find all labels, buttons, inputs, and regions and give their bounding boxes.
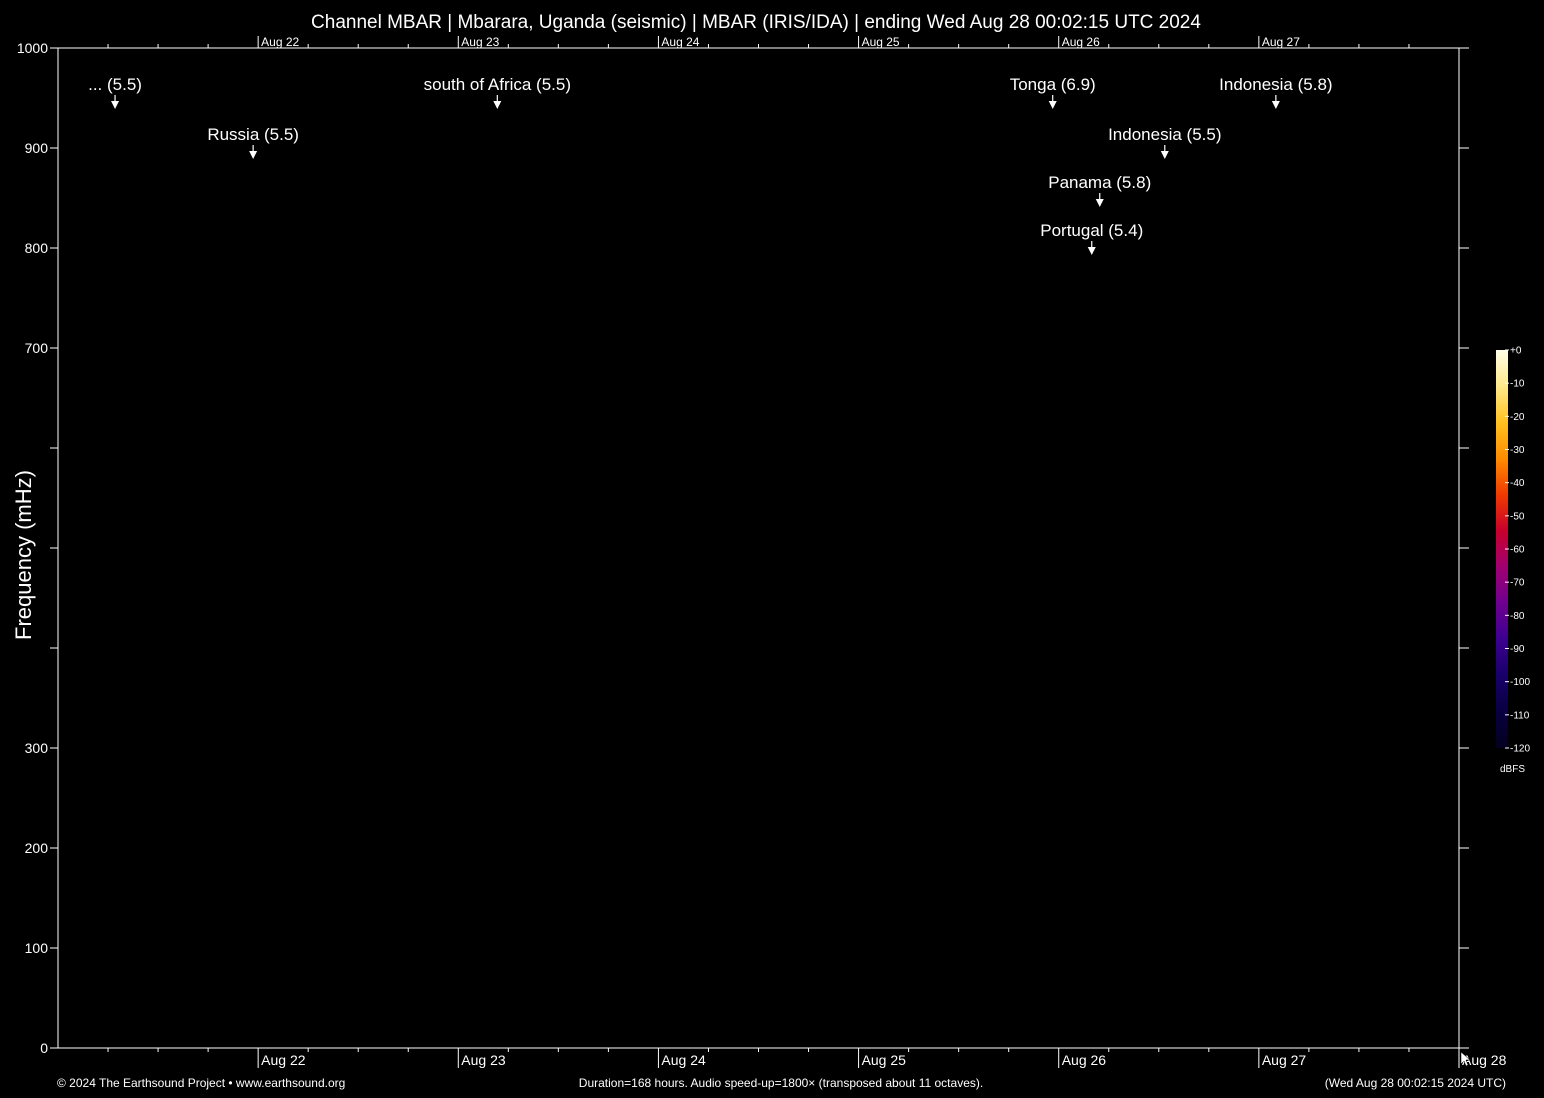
y-tick-label: 1000 [17, 40, 48, 56]
event-arrow-icon [1048, 101, 1057, 109]
colorbar: +0 -10 -20 -30 -40 -50 -60 -70 -80 -90 -100 -110 -12… [1496, 346, 1530, 775]
colorbar-tick-label: -70 [1510, 578, 1525, 589]
y-tick-label: 900 [25, 140, 49, 156]
event-label: south of Africa (5.5) [424, 75, 571, 94]
footer-timestamp: (Wed Aug 28 00:02:15 2024 UTC) [1325, 1076, 1506, 1090]
x-date-label-top: Aug 26 [1062, 35, 1100, 49]
event-label: Indonesia (5.5) [1108, 125, 1221, 144]
x-date-label-top: Aug 22 [261, 35, 299, 49]
event-marker: Indonesia (5.5) [1108, 125, 1221, 159]
event-label: ... (5.5) [88, 75, 142, 94]
colorbar-unit: dBFS [1500, 764, 1525, 775]
y-axis-label: Frequency (mHz) [11, 470, 36, 640]
x-date-label: Aug 26 [1062, 1052, 1107, 1068]
event-marker: Russia (5.5) [207, 125, 299, 159]
y-tick-label: 700 [25, 340, 49, 356]
y-tick-labels: 0 100 200 300 700 800 900 1000 [17, 40, 48, 1056]
y-tick-label: 100 [25, 940, 49, 956]
colorbar-tick-label: -60 [1510, 545, 1525, 556]
colorbar-tick-label: -80 [1510, 611, 1525, 622]
event-marker: south of Africa (5.5) [424, 75, 571, 109]
event-arrow-icon [1087, 247, 1096, 255]
mouse-cursor-icon [1460, 1051, 1471, 1067]
x-date-label: Aug 27 [1262, 1052, 1307, 1068]
plot-area [57, 47, 1460, 1049]
y-tick-label: 200 [25, 840, 49, 856]
event-marker: Portugal (5.4) [1040, 221, 1143, 255]
chart-title: Channel MBAR | Mbarara, Uganda (seismic)… [311, 12, 1201, 33]
event-arrow-icon [493, 101, 502, 109]
x-date-label: Aug 25 [862, 1052, 907, 1068]
event-label: Russia (5.5) [207, 125, 299, 144]
x-date-label: Aug 23 [461, 1052, 506, 1068]
x-date-label: Aug 28 [1462, 1052, 1507, 1068]
footer-copyright: © 2024 The Earthsound Project • www.eart… [57, 1076, 345, 1090]
x-date-label-top: Aug 23 [461, 35, 499, 49]
colorbar-tick-label: -20 [1510, 412, 1525, 423]
x-date-label: Aug 22 [261, 1052, 306, 1068]
x-date-label: Aug 24 [661, 1052, 706, 1068]
colorbar-tick-label: -90 [1510, 644, 1525, 655]
x-date-label-top: Aug 27 [1262, 35, 1300, 49]
axis-ticks [50, 36, 1469, 1068]
x-date-label-top: Aug 24 [661, 35, 699, 49]
event-label: Panama (5.8) [1048, 173, 1151, 192]
colorbar-tick-label: +0 [1510, 346, 1522, 357]
colorbar-tick-label: -50 [1510, 511, 1525, 522]
event-label: Portugal (5.4) [1040, 221, 1143, 240]
x-date-label-top: Aug 25 [862, 35, 900, 49]
event-arrow-icon [1095, 199, 1104, 207]
event-arrow-icon [249, 151, 258, 159]
event-arrow-icon [111, 101, 120, 109]
event-label: Tonga (6.9) [1010, 75, 1096, 94]
y-tick-label: 800 [25, 240, 49, 256]
colorbar-tick-label: -100 [1510, 677, 1530, 688]
event-arrow-icon [1160, 151, 1169, 159]
colorbar-tick-label: -10 [1510, 379, 1525, 390]
footer-duration: Duration=168 hours. Audio speed-up=1800×… [579, 1076, 983, 1090]
event-arrow-icon [1271, 101, 1280, 109]
y-tick-label: 300 [25, 740, 49, 756]
event-marker: Tonga (6.9) [1010, 75, 1096, 109]
colorbar-tick-label: -40 [1510, 478, 1525, 489]
x-date-labels: Aug 22 Aug 23 Aug 24 Aug 25 Aug 26 Aug 27 Aug … [261, 35, 1506, 1068]
event-marker: ... (5.5) [88, 75, 142, 109]
event-marker: Indonesia (5.8) [1219, 75, 1333, 109]
colorbar-tick-label: -120 [1510, 744, 1530, 755]
y-tick-label: 0 [40, 1040, 48, 1056]
colorbar-tick-label: -30 [1510, 445, 1525, 456]
event-markers: ... (5.5) Russia (5.5) south of Africa (5.… [88, 75, 1333, 255]
event-label: Indonesia (5.8) [1219, 75, 1332, 94]
event-marker: Panama (5.8) [1048, 173, 1151, 207]
colorbar-tick-label: -110 [1510, 710, 1530, 721]
